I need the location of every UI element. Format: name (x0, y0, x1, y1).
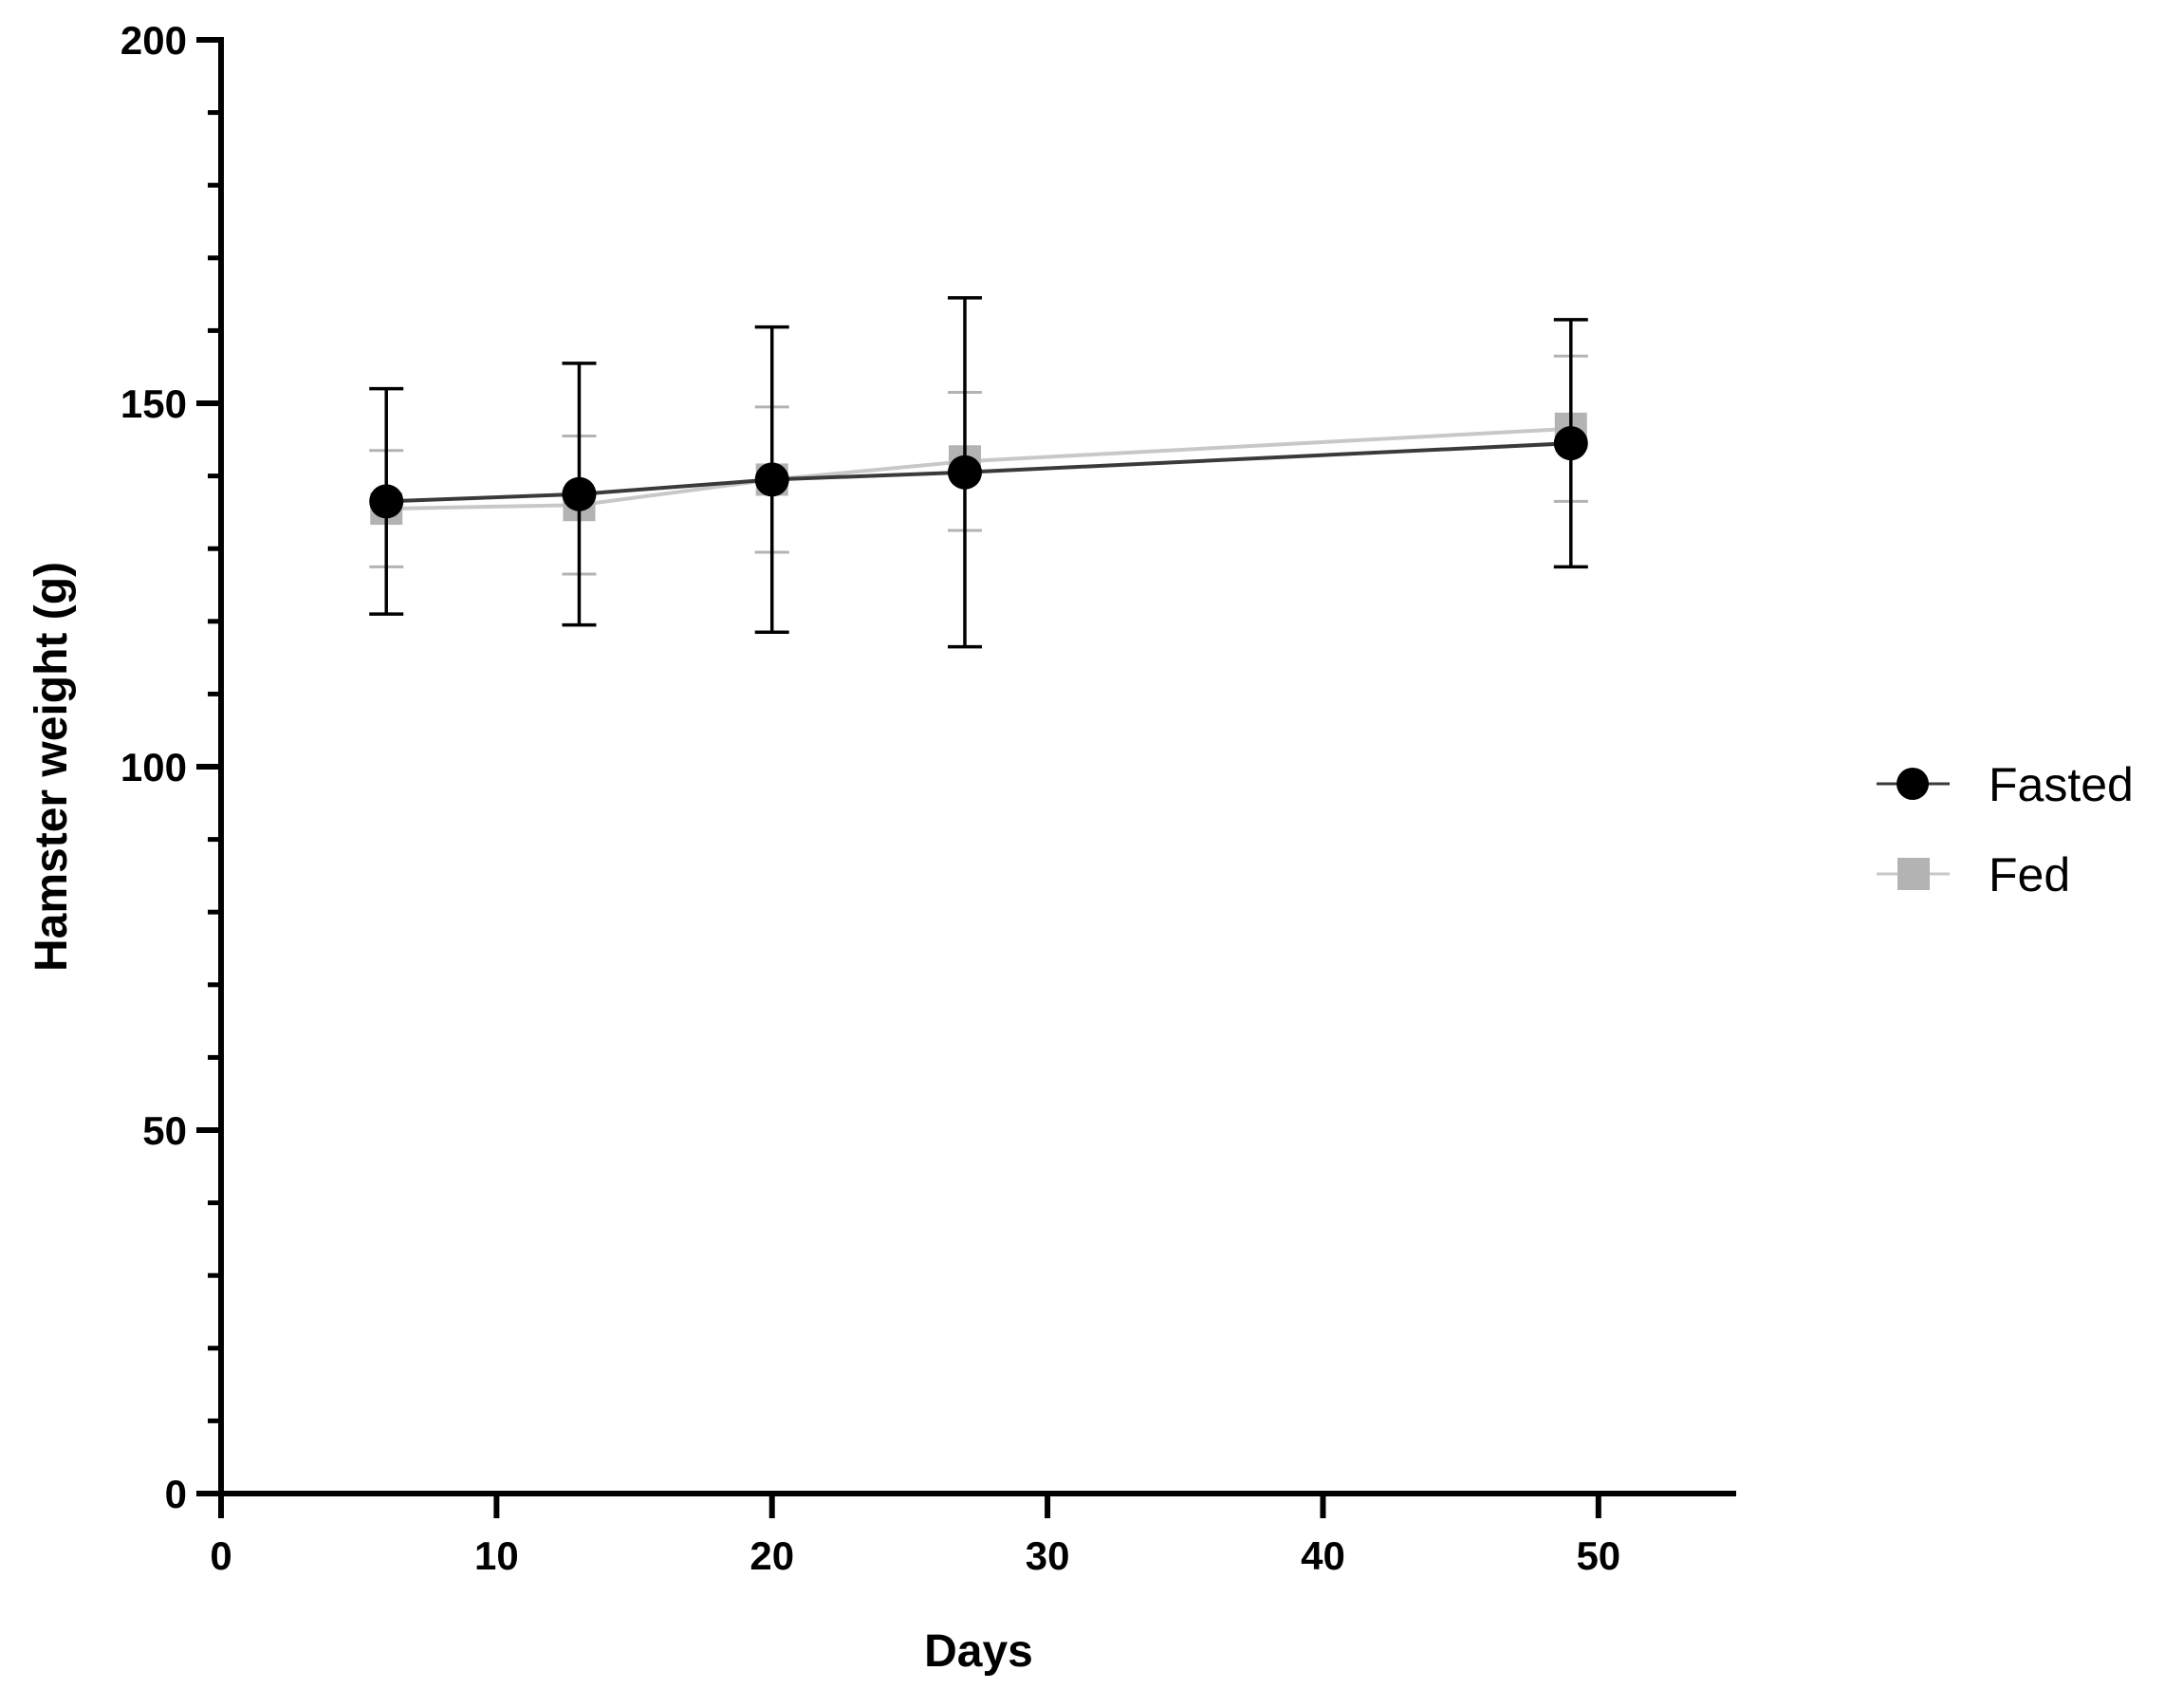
x-axis-title: Days (924, 1626, 1033, 1677)
axes: 0 50 100 150 200 0 10 20 30 40 50 (120, 18, 1736, 1578)
x-tick-label: 0 (210, 1533, 231, 1578)
legend: Fasted Fed (1877, 758, 2134, 901)
y-tick-label: 100 (120, 745, 187, 789)
data-point (369, 484, 404, 519)
legend-label: Fasted (1989, 758, 2134, 811)
y-tick-label: 50 (142, 1108, 187, 1153)
x-tick-label: 40 (1301, 1533, 1345, 1578)
data-point (1553, 426, 1588, 461)
x-tick-label: 30 (1026, 1533, 1070, 1578)
data-point (562, 476, 597, 511)
series-fasted (369, 296, 1588, 649)
legend-item-fasted: Fasted (1877, 758, 2134, 811)
data-point (947, 455, 982, 490)
x-tick-label: 20 (749, 1533, 794, 1578)
legend-label: Fed (1989, 848, 2070, 901)
x-tick-label: 50 (1576, 1533, 1620, 1578)
y-tick-label: 150 (120, 381, 187, 426)
x-tick-label: 10 (474, 1533, 519, 1578)
y-tick-label: 0 (165, 1472, 187, 1516)
legend-marker (1897, 858, 1930, 890)
series-layer (369, 296, 1588, 649)
legend-marker (1897, 768, 1929, 800)
legend-item-fed: Fed (1877, 848, 2070, 901)
y-axis-title: Hamster weight (g) (27, 562, 77, 972)
y-tick-label: 200 (120, 18, 187, 63)
data-point (754, 462, 789, 497)
